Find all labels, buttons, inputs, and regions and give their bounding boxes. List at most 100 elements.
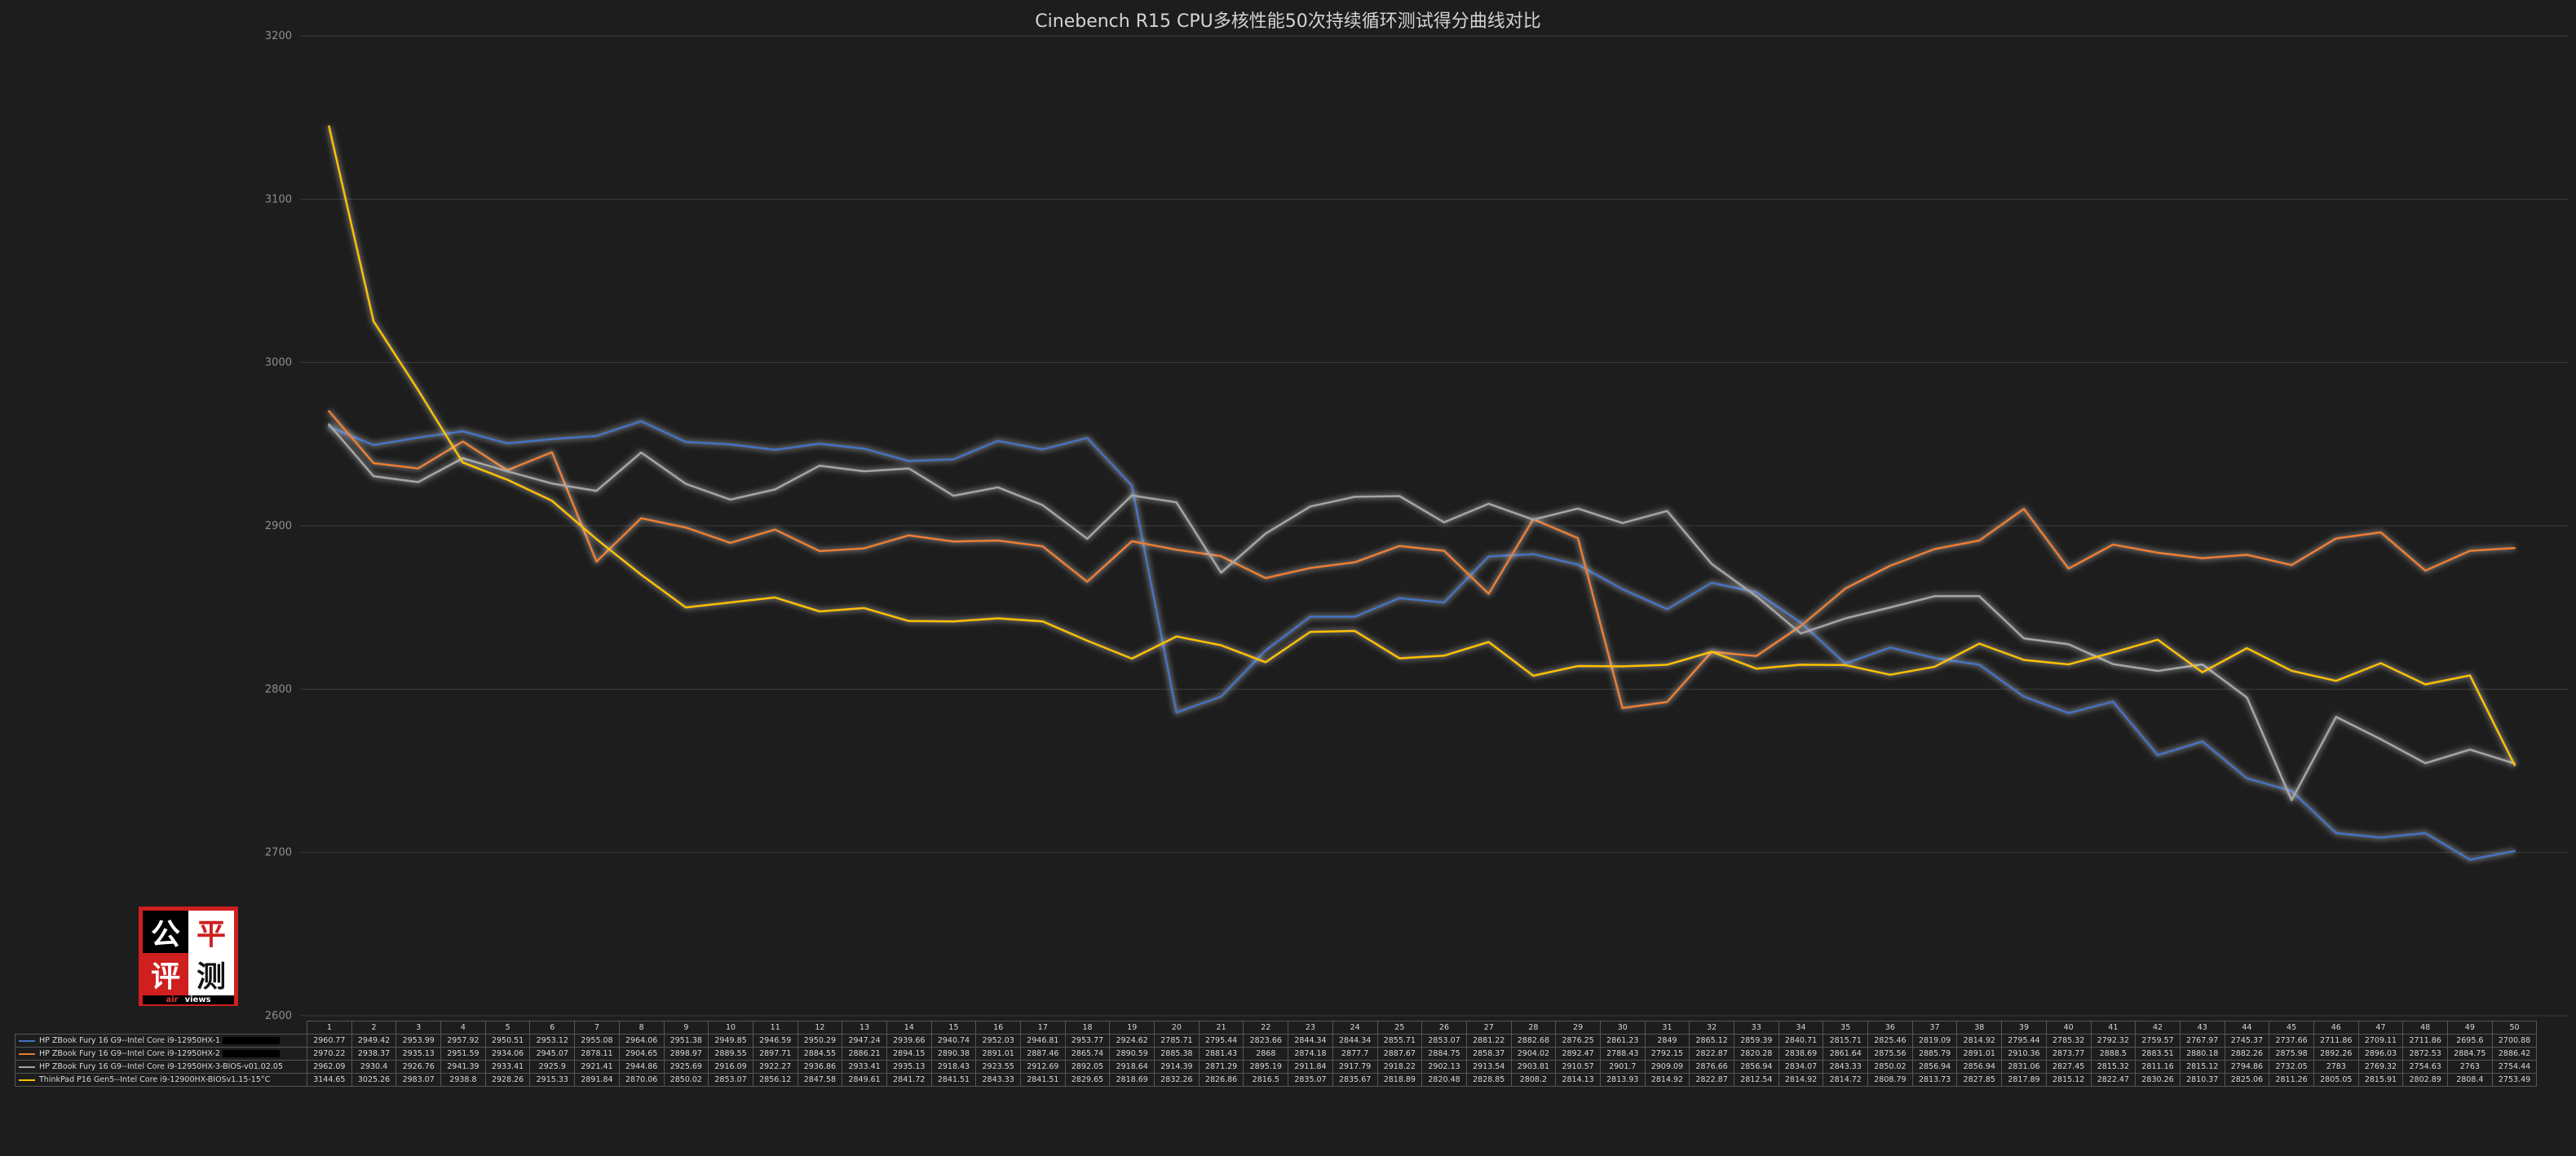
chart-title: Cinebench R15 CPU多核性能50次持续循环测试得分曲线对比 xyxy=(1035,11,1541,32)
logo-subtitle-air: air xyxy=(166,995,179,1004)
value-cell: 2830.26 xyxy=(2135,1073,2181,1087)
value-cell: 2827.85 xyxy=(1956,1073,2003,1087)
value-cell: 2912.69 xyxy=(1020,1060,1066,1074)
x-header-cell: 36 xyxy=(1867,1021,1913,1035)
value-cell: 2813.93 xyxy=(1599,1073,1646,1087)
x-header-cell: 21 xyxy=(1198,1021,1244,1035)
value-cell: 2814.92 xyxy=(1956,1034,2003,1048)
value-cell: 2805.05 xyxy=(2313,1073,2359,1087)
x-header-cell: 46 xyxy=(2313,1021,2359,1035)
value-cell: 2711.86 xyxy=(2313,1034,2359,1048)
value-cell: 2878.11 xyxy=(574,1047,620,1061)
value-cell: 2889.55 xyxy=(708,1047,753,1061)
x-header-cell: 20 xyxy=(1154,1021,1200,1035)
value-cell: 2792.15 xyxy=(1644,1047,1690,1061)
y-axis-tick-label: 3000 xyxy=(265,357,292,369)
value-cell: 2794.86 xyxy=(2224,1060,2270,1074)
x-header-cell: 47 xyxy=(2357,1021,2404,1035)
series-color-line-icon xyxy=(19,1039,35,1042)
value-cell: 2865.74 xyxy=(1064,1047,1111,1061)
series-line-4 xyxy=(328,125,2516,766)
value-cell: 2885.79 xyxy=(1911,1047,1958,1061)
value-cell: 2820.48 xyxy=(1421,1073,1467,1087)
series-legend-cell: ThinkPad P16 Gen5--Intel Core i9-12900HX… xyxy=(15,1073,307,1087)
value-cell: 2916.09 xyxy=(708,1060,753,1074)
value-cell: 2950.29 xyxy=(797,1034,843,1048)
value-cell: 2795.44 xyxy=(2001,1034,2047,1048)
value-cell: 2815.12 xyxy=(2179,1060,2225,1074)
x-header-cell: 18 xyxy=(1064,1021,1111,1035)
value-cell: 2822.47 xyxy=(2090,1073,2136,1087)
logo-subtitle-views: views xyxy=(184,995,211,1004)
x-header-cell: 19 xyxy=(1109,1021,1155,1035)
value-cell: 3144.65 xyxy=(307,1073,352,1087)
y-axis-tick-label: 2800 xyxy=(265,683,292,695)
value-cell: 2808.4 xyxy=(2447,1073,2493,1087)
x-header-cell: 42 xyxy=(2135,1021,2181,1035)
value-cell: 2918.43 xyxy=(930,1060,977,1074)
series-color-line-icon xyxy=(19,1079,35,1081)
value-cell: 2933.41 xyxy=(842,1060,887,1074)
value-cell: 2814.92 xyxy=(1644,1073,1690,1087)
value-cell: 2825.06 xyxy=(2224,1073,2270,1087)
value-cell: 2903.81 xyxy=(1510,1060,1557,1074)
x-header-cell: 34 xyxy=(1778,1021,1824,1035)
value-cell: 2946.59 xyxy=(752,1034,798,1048)
value-cell: 2849.61 xyxy=(842,1073,887,1087)
value-cell: 2838.69 xyxy=(1778,1047,1824,1061)
value-cell: 2832.26 xyxy=(1154,1073,1200,1087)
value-cell: 2847.58 xyxy=(797,1073,843,1087)
x-header-cell: 13 xyxy=(842,1021,887,1035)
value-cell: 2843.33 xyxy=(1823,1060,1869,1074)
value-cell: 2910.57 xyxy=(1555,1060,1601,1074)
value-cell: 2901.7 xyxy=(1599,1060,1646,1074)
value-cell: 2875.98 xyxy=(2269,1047,2314,1061)
value-cell: 2930.4 xyxy=(351,1060,397,1074)
value-cell: 2875.56 xyxy=(1867,1047,1913,1061)
value-cell: 2881.43 xyxy=(1198,1047,1244,1061)
value-cell: 2844.34 xyxy=(1288,1034,1333,1048)
value-cell: 2754.63 xyxy=(2402,1060,2448,1074)
series-line-2 xyxy=(328,410,2516,709)
value-cell: 2815.91 xyxy=(2357,1073,2404,1087)
value-cell: 2922.27 xyxy=(752,1060,798,1074)
value-cell: 2880.18 xyxy=(2179,1047,2225,1061)
value-cell: 2890.59 xyxy=(1109,1047,1155,1061)
value-cell: 2861.23 xyxy=(1599,1034,1646,1048)
value-cell: 2885.38 xyxy=(1154,1047,1200,1061)
value-cell: 2820.28 xyxy=(1734,1047,1779,1061)
series-row-3: HP ZBook Fury 16 G9--Intel Core i9-12950… xyxy=(15,1060,2538,1074)
x-header-cell: 48 xyxy=(2402,1021,2448,1035)
series-name: HP ZBook Fury 16 G9--Intel Core i9-12950… xyxy=(39,1049,220,1058)
value-cell: 2934.06 xyxy=(484,1047,531,1061)
value-cell: 2891.01 xyxy=(1956,1047,2003,1061)
value-cell: 2841.72 xyxy=(886,1073,932,1087)
value-cell: 2951.59 xyxy=(440,1047,486,1061)
x-header-cell: 9 xyxy=(663,1021,709,1035)
value-cell: 2951.38 xyxy=(663,1034,709,1048)
value-cell: 2921.41 xyxy=(574,1060,620,1074)
value-cell: 2834.07 xyxy=(1778,1060,1824,1074)
value-cell: 2876.66 xyxy=(1689,1060,1734,1074)
value-cell: 2814.13 xyxy=(1555,1073,1601,1087)
value-cell: 2913.54 xyxy=(1465,1060,1512,1074)
redaction-box xyxy=(223,1050,280,1057)
x-header-cell: 14 xyxy=(886,1021,932,1035)
value-cell: 2822.87 xyxy=(1689,1073,1734,1087)
value-cell: 2910.36 xyxy=(2001,1047,2047,1061)
value-cell: 2835.07 xyxy=(1288,1073,1333,1087)
value-cell: 2759.57 xyxy=(2135,1034,2181,1048)
y-axis-tick-label: 3200 xyxy=(265,30,292,42)
value-cell: 2917.79 xyxy=(1332,1060,1378,1074)
value-cell: 2814.92 xyxy=(1778,1073,1824,1087)
series-legend-cell: HP ZBook Fury 16 G9--Intel Core i9-12950… xyxy=(15,1034,307,1048)
value-cell: 2831.06 xyxy=(2001,1060,2047,1074)
value-cell: 2861.64 xyxy=(1823,1047,1869,1061)
value-cell: 2915.33 xyxy=(529,1073,576,1087)
value-cell: 2856.94 xyxy=(1734,1060,1779,1074)
value-cell: 2924.62 xyxy=(1109,1034,1155,1048)
value-cell: 2819.09 xyxy=(1911,1034,1958,1048)
value-cell: 2933.41 xyxy=(484,1060,531,1074)
x-header-cell: 17 xyxy=(1020,1021,1066,1035)
value-cell: 2970.22 xyxy=(307,1047,352,1061)
